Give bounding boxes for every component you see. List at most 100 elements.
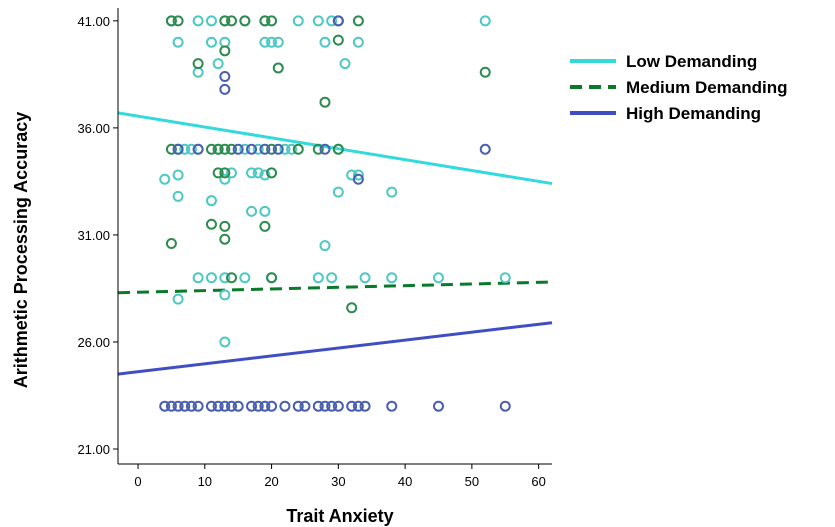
data-point-0 bbox=[246, 167, 258, 179]
data-point-2 bbox=[352, 400, 364, 412]
data-point-1 bbox=[226, 272, 238, 284]
data-point-2 bbox=[332, 400, 344, 412]
data-point-0 bbox=[352, 169, 364, 181]
data-point-2 bbox=[192, 143, 204, 155]
x-tick-label: 40 bbox=[398, 474, 412, 489]
data-point-0 bbox=[252, 167, 264, 179]
data-point-1 bbox=[352, 15, 364, 27]
data-point-1 bbox=[292, 143, 304, 155]
x-tick-label: 0 bbox=[134, 474, 141, 489]
data-point-2 bbox=[226, 400, 238, 412]
data-point-1 bbox=[332, 34, 344, 46]
data-point-1 bbox=[219, 15, 231, 27]
data-point-2 bbox=[279, 400, 291, 412]
data-point-2 bbox=[219, 71, 231, 83]
data-point-1 bbox=[219, 143, 231, 155]
data-point-2 bbox=[179, 400, 191, 412]
y-tick-label: 41.00 bbox=[77, 14, 110, 29]
data-point-0 bbox=[205, 195, 217, 207]
y-tick-label: 31.00 bbox=[77, 228, 110, 243]
data-point-2 bbox=[326, 400, 338, 412]
tick-labels: 21.00 26.00 31.00 36.00 41.00 0 10 20 30 40 50 60 bbox=[77, 14, 545, 489]
data-point-2 bbox=[252, 400, 264, 412]
x-tick-label: 30 bbox=[331, 474, 345, 489]
data-point-0 bbox=[172, 293, 184, 305]
data-point-0 bbox=[272, 36, 284, 48]
data-point-0 bbox=[212, 58, 224, 70]
data-point-2 bbox=[266, 400, 278, 412]
y-axis-label: Arithmetic Processing Accuracy bbox=[11, 112, 31, 388]
data-point-2 bbox=[259, 400, 271, 412]
data-point-1 bbox=[259, 15, 271, 27]
data-point-2 bbox=[246, 143, 258, 155]
fit-line-1 bbox=[117, 280, 553, 295]
x-axis-label: Trait Anxiety bbox=[286, 506, 393, 526]
data-point-0 bbox=[192, 15, 204, 27]
data-point-0 bbox=[326, 15, 338, 27]
data-point-1 bbox=[319, 96, 331, 108]
data-point-2 bbox=[499, 400, 511, 412]
data-point-1 bbox=[172, 15, 184, 27]
fit-line-2 bbox=[117, 321, 553, 376]
data-point-0 bbox=[226, 167, 238, 179]
data-point-0 bbox=[185, 143, 197, 155]
data-point-2 bbox=[232, 400, 244, 412]
x-tick-label: 50 bbox=[465, 474, 479, 489]
data-point-0 bbox=[219, 272, 231, 284]
data-point-2 bbox=[259, 143, 271, 155]
data-point-0 bbox=[259, 205, 271, 217]
fit-line-0 bbox=[117, 111, 553, 186]
data-point-0 bbox=[259, 36, 271, 48]
data-point-2 bbox=[185, 400, 197, 412]
data-point-1 bbox=[205, 143, 217, 155]
data-point-0 bbox=[279, 143, 291, 155]
data-point-2 bbox=[219, 83, 231, 95]
data-point-1 bbox=[312, 143, 324, 155]
data-point-1 bbox=[165, 237, 177, 249]
data-point-0 bbox=[219, 173, 231, 185]
data-point-0 bbox=[246, 205, 258, 217]
data-point-0 bbox=[259, 169, 271, 181]
data-point-1 bbox=[219, 167, 231, 179]
data-point-0 bbox=[319, 36, 331, 48]
data-point-2 bbox=[299, 400, 311, 412]
data-point-0 bbox=[286, 143, 298, 155]
data-point-2 bbox=[159, 400, 171, 412]
y-tick-label: 36.00 bbox=[77, 121, 110, 136]
data-point-2 bbox=[232, 143, 244, 155]
data-point-0 bbox=[205, 36, 217, 48]
data-point-2 bbox=[332, 15, 344, 27]
data-point-1 bbox=[239, 15, 251, 27]
data-point-2 bbox=[272, 143, 284, 155]
data-point-1 bbox=[212, 143, 224, 155]
data-point-0 bbox=[159, 173, 171, 185]
data-point-0 bbox=[292, 15, 304, 27]
data-point-2 bbox=[172, 400, 184, 412]
data-point-0 bbox=[432, 272, 444, 284]
data-point-2 bbox=[352, 173, 364, 185]
data-point-0 bbox=[252, 143, 264, 155]
data-point-0 bbox=[479, 15, 491, 27]
data-point-1 bbox=[226, 143, 238, 155]
data-point-0 bbox=[359, 272, 371, 284]
data-point-1 bbox=[346, 302, 358, 314]
data-point-2 bbox=[319, 143, 331, 155]
data-point-2 bbox=[172, 143, 184, 155]
data-point-1 bbox=[332, 143, 344, 155]
data-point-0 bbox=[312, 272, 324, 284]
data-point-1 bbox=[266, 167, 278, 179]
data-point-0 bbox=[219, 289, 231, 301]
data-point-1 bbox=[266, 143, 278, 155]
data-point-2 bbox=[319, 400, 331, 412]
legend-label-low: Low Demanding bbox=[626, 52, 757, 71]
data-point-0 bbox=[339, 58, 351, 70]
data-point-1 bbox=[165, 15, 177, 27]
data-point-0 bbox=[386, 272, 398, 284]
data-point-1 bbox=[219, 45, 231, 57]
data-point-0 bbox=[319, 240, 331, 252]
data-point-1 bbox=[212, 167, 224, 179]
data-point-2 bbox=[219, 400, 231, 412]
x-tick-label: 20 bbox=[264, 474, 278, 489]
y-tick-label: 21.00 bbox=[77, 442, 110, 457]
